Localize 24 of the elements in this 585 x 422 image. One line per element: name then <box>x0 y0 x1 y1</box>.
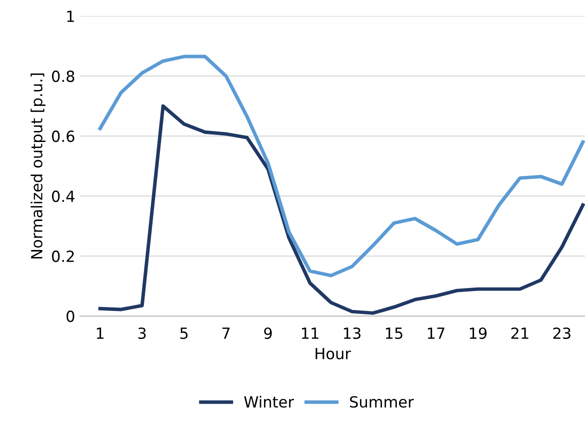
y-tick-label: 1 <box>67 10 74 22</box>
x-tick-label: 13 <box>344 327 360 340</box>
x-tick-label: 19 <box>470 327 487 340</box>
x-tick-label: 9 <box>264 327 272 340</box>
x-tick-label: 3 <box>138 327 146 340</box>
legend-label: Summer <box>350 396 414 408</box>
x-tick-label: 7 <box>222 328 230 339</box>
y-axis-title: Normalized output [p.u.] <box>30 73 46 258</box>
x-tick-label: 1 <box>96 328 104 339</box>
y-tick-label: 0.8 <box>52 70 74 82</box>
line-series <box>98 54 585 278</box>
y-tick-label: 0.2 <box>52 250 74 262</box>
x-tick-label: 15 <box>386 328 402 340</box>
x-tick-label: 5 <box>180 328 188 340</box>
y-tick-label: 0.4 <box>52 190 74 202</box>
x-tick-label: 21 <box>511 327 528 339</box>
legend-label: Winter <box>244 396 294 408</box>
x-axis-title: Hour <box>316 348 351 360</box>
x-tick-label: 23 <box>553 327 570 340</box>
line-series <box>98 104 585 315</box>
x-tick-label: 17 <box>428 328 444 339</box>
y-tick-label: 0 <box>66 310 74 322</box>
y-tick-label: 0.6 <box>52 130 74 142</box>
x-tick-label: 11 <box>302 328 318 339</box>
